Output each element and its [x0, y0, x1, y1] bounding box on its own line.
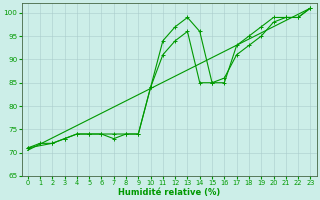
X-axis label: Humidité relative (%): Humidité relative (%) — [118, 188, 220, 197]
